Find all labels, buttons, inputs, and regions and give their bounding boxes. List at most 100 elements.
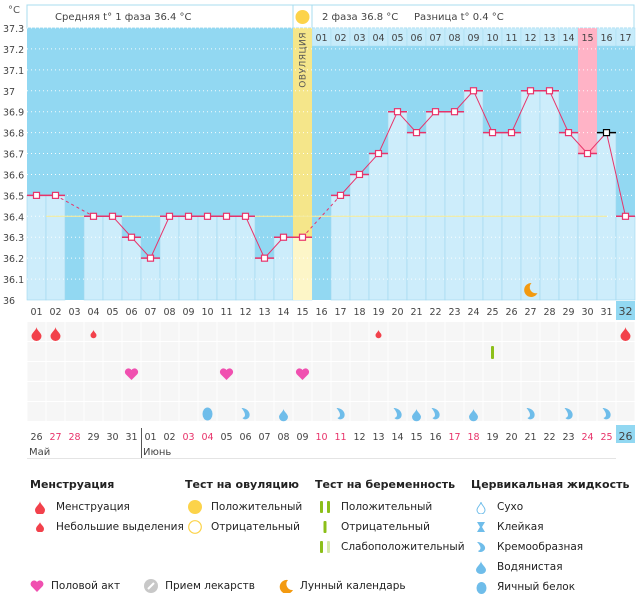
- marker-cell: [521, 382, 540, 401]
- calendar-date-label: 21: [524, 432, 536, 443]
- cycle-day-label: 24: [467, 307, 479, 318]
- temperature-difference: Разница t° 0.4 °C: [414, 12, 504, 23]
- marker-cell: [122, 342, 141, 361]
- marker-cell: [236, 342, 255, 361]
- marker-cell: [388, 362, 407, 381]
- calendar-date-label: 30: [106, 432, 118, 443]
- temperature-point: [279, 233, 288, 241]
- menstruation-drop-icon: [620, 327, 631, 342]
- marker-cell: [597, 382, 616, 401]
- marker-cell: [27, 402, 46, 421]
- marker-cell: [483, 402, 502, 421]
- calendar-date-label: 08: [277, 432, 289, 443]
- cycle-day-label: 08: [163, 307, 175, 318]
- phase2-day-label: 15: [581, 33, 593, 44]
- phase2-day-label: 17: [619, 33, 631, 44]
- calendar-date-label: 12: [353, 432, 365, 443]
- cycle-day-label: 14: [277, 307, 289, 318]
- marker-cell: [27, 342, 46, 361]
- marker-cell: [255, 402, 274, 421]
- menstruation-drop-icon: [31, 327, 42, 342]
- marker-cell: [217, 402, 236, 421]
- creamy-fluid-icon: [526, 408, 535, 420]
- temperature-segment: [245, 216, 265, 259]
- marker-cell: [426, 342, 445, 361]
- y-tick-label: 37.3: [3, 24, 24, 35]
- calendar-date-label: 25: [600, 432, 612, 443]
- cycle-day-label: 07: [144, 307, 156, 318]
- cycle-day-label: 13: [258, 307, 270, 318]
- marker-cell: [559, 342, 578, 361]
- temperature-bar: [577, 153, 598, 301]
- legend-item: Сухо: [471, 497, 629, 517]
- marker-cell: [274, 382, 293, 401]
- calendar-date-label: 07: [258, 432, 270, 443]
- legend-item: Кремообразная: [471, 537, 629, 557]
- watery-fluid-icon: [412, 408, 421, 422]
- cycle-day-label: 29: [562, 307, 574, 318]
- cycle-day-label: 04: [87, 307, 99, 318]
- menstruation-drop-icon: [50, 327, 61, 342]
- marker-cell: [274, 362, 293, 381]
- marker-cell: [350, 342, 369, 361]
- cycle-day-label: 01: [30, 307, 42, 318]
- cycle-day-label: 10: [201, 307, 213, 318]
- marker-cell: [65, 342, 84, 361]
- marker-cell: [46, 402, 65, 421]
- calendar-date-label: 10: [315, 432, 327, 443]
- calendar-date-label: 29: [87, 432, 99, 443]
- marker-cell: [578, 382, 597, 401]
- calendar-date-label: 01: [144, 432, 156, 443]
- moon-icon: [279, 579, 293, 593]
- marker-cell: [160, 382, 179, 401]
- marker-cell: [426, 362, 445, 381]
- legend-item: Положительный: [185, 497, 302, 517]
- marker-cell: [103, 362, 122, 381]
- marker-cell: [84, 402, 103, 421]
- temperature-point: [488, 129, 497, 137]
- temperature-point: [602, 129, 611, 137]
- cycle-day-label: 23: [448, 307, 460, 318]
- phase2-day-label: 12: [524, 33, 536, 44]
- calendar-date-label: 24: [581, 432, 593, 443]
- marker-cell: [217, 322, 236, 341]
- legend-item: Водянистая: [471, 557, 629, 577]
- moon-icon: [524, 282, 538, 297]
- filled-circle-icon: [185, 500, 205, 514]
- calendar-date-label: 09: [296, 432, 308, 443]
- y-tick-label: 37: [3, 87, 15, 98]
- temperature-bar: [26, 195, 47, 301]
- cycle-day-label: 20: [391, 307, 403, 318]
- legend-title: Тест на овуляцию: [185, 478, 299, 491]
- calendar-date-label: 26: [30, 432, 42, 443]
- temperature-point: [393, 108, 402, 116]
- legend-item: Клейкая: [471, 517, 629, 537]
- legend-label: Положительный: [211, 501, 303, 513]
- marker-cell: [426, 322, 445, 341]
- cycle-day-label: 15: [296, 307, 308, 318]
- sticky-icon: [471, 521, 491, 533]
- legend-title: Менструация: [30, 478, 115, 491]
- marker-cell: [597, 362, 616, 381]
- legend-pregnancy-test: Тест на беременность Положительный Отриц…: [315, 478, 465, 557]
- phase2-day-cell: [615, 27, 636, 47]
- calendar-date-label: 17: [448, 432, 460, 443]
- temperature-point: [222, 212, 231, 220]
- marker-cell: [65, 322, 84, 341]
- legend-label: Кремообразная: [497, 541, 584, 553]
- temperature-point: [564, 129, 573, 137]
- marker-cell: [312, 362, 331, 381]
- cycle-day-label: 06: [125, 307, 137, 318]
- marker-cell: [103, 402, 122, 421]
- cycle-day-label: 31: [600, 307, 612, 318]
- dry-drop-icon: [471, 501, 491, 514]
- marker-cell: [65, 362, 84, 381]
- marker-cell: [540, 382, 559, 401]
- y-unit-label: °C: [8, 5, 20, 16]
- marker-cell: [198, 342, 217, 361]
- temperature-point: [450, 108, 459, 116]
- current-date-highlight: [616, 425, 635, 443]
- legend-label: Водянистая: [497, 561, 563, 573]
- marker-cell: [141, 342, 160, 361]
- cycle-day-label: 05: [106, 307, 118, 318]
